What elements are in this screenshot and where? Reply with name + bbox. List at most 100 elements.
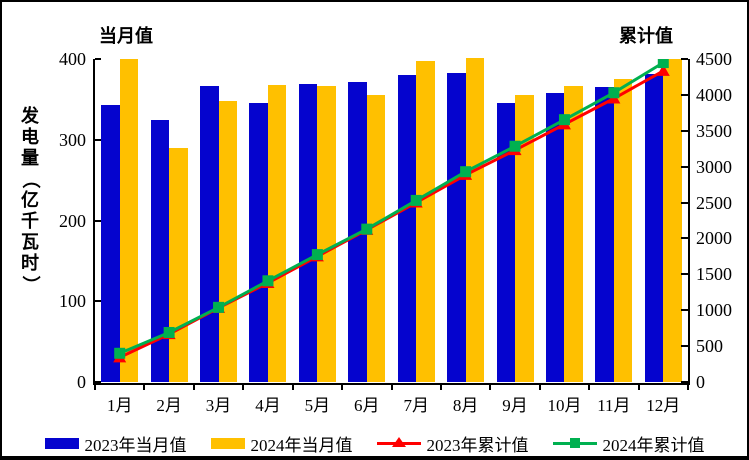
- bar-2023年当月值-10月: [545, 92, 565, 382]
- x-axis-label-1月: 1月: [106, 396, 133, 415]
- bar-2024年当月值-7月: [416, 60, 435, 382]
- left-axis-tick-label: 400: [59, 49, 86, 69]
- square-marker-2024年累计值-11月: [608, 87, 620, 99]
- right-axis-tick-label: 3500: [696, 120, 732, 141]
- square-marker-2024年累计值-12月: [657, 59, 669, 69]
- right-axis-tick: [681, 309, 688, 312]
- bar-2024年当月值-6月: [366, 94, 386, 382]
- y-axis-label: 发电量（亿千瓦时）: [20, 106, 41, 294]
- x-axis-tick: [242, 385, 245, 390]
- right-axis-tick: [681, 237, 688, 240]
- bar-2023年当月值-1月: [101, 105, 120, 382]
- legend-label-2024-monthly: 2024年当月值: [250, 436, 353, 455]
- legend-item-2023-monthly: 2023年当月值: [44, 431, 187, 456]
- right-axis-tick: [681, 129, 688, 132]
- legend-item-2024-monthly: 2024年当月值: [210, 431, 353, 456]
- bar-2023年当月值-7月: [397, 75, 417, 382]
- left-axis-tick-label: 100: [59, 291, 86, 312]
- legend-swatch-2023-monthly: [44, 438, 79, 449]
- right-axis-tick: [681, 345, 688, 348]
- bar-2024年当月值-1月: [119, 59, 139, 382]
- bar-2024年当月值-11月: [613, 79, 633, 382]
- bar-2023年当月值-4月: [249, 102, 268, 382]
- bar-2024年当月值-8月: [465, 58, 485, 382]
- right-axis-tick-label: 1500: [696, 264, 732, 285]
- right-axis-tick: [681, 381, 688, 383]
- left-axis-tick-label: 300: [59, 129, 86, 150]
- x-axis-label-2月: 2月: [156, 396, 182, 415]
- legend-swatch-2024-monthly: [210, 438, 245, 449]
- square-marker-2024年累计值-5月: [311, 249, 323, 261]
- legend-label-2024-cumulative: 2024年累计值: [602, 436, 705, 455]
- right-axis-tick-label: 500: [696, 336, 723, 357]
- x-axis-tick: [390, 385, 393, 390]
- bar-2024年当月值-5月: [317, 86, 336, 382]
- square-marker-2024年累计值-2月: [163, 326, 175, 338]
- left-axis-tick: [95, 381, 101, 383]
- x-axis-tick: [291, 385, 294, 390]
- triangle-marker-icon: [391, 437, 406, 447]
- x-axis-tick: [341, 385, 344, 390]
- bar-2024年当月值-12月: [663, 59, 682, 382]
- x-axis-tick: [588, 385, 591, 390]
- line-2024年累计值: [119, 61, 665, 355]
- bar-2024年当月值-2月: [169, 147, 188, 382]
- right-axis-tick-label: 1000: [696, 300, 732, 321]
- legend: 2023年当月值 2024年当月值 2023年累计值 2024年累计值: [2, 431, 747, 456]
- legend-item-2023-cumulative: 2023年累计值: [376, 431, 529, 456]
- right-axis-tick-label: 2000: [696, 228, 732, 249]
- right-axis-tick: [681, 165, 688, 168]
- left-axis-tick: [95, 219, 101, 222]
- bar-2023年当月值-12月: [644, 73, 664, 382]
- x-axis-tick: [637, 385, 640, 390]
- left-axis-title: 当月值: [99, 26, 153, 46]
- left-axis-tick: [95, 138, 101, 141]
- plot-inner: [95, 58, 688, 382]
- bar-2024年当月值-4月: [267, 84, 287, 382]
- triangle-marker-2023年累计值-12月: [656, 64, 670, 76]
- x-axis-tick: [192, 385, 195, 390]
- legend-item-2024-cumulative: 2024年累计值: [552, 431, 705, 456]
- right-axis-tick-label: 3000: [696, 156, 732, 177]
- square-marker-2024年累计值-9月: [509, 140, 521, 152]
- right-axis-tick-label: 2500: [696, 192, 732, 213]
- square-marker-2024年累计值-10月: [558, 114, 570, 126]
- right-axis-tick: [681, 58, 688, 60]
- cumulative-lines-layer: [113, 59, 670, 363]
- square-marker-2024年累计值-6月: [361, 223, 373, 235]
- left-axis-tick-label: 200: [59, 210, 86, 231]
- square-marker-2024年累计值-3月: [213, 301, 225, 313]
- x-axis-label-3月: 3月: [205, 396, 232, 415]
- left-axis-tick: [95, 300, 101, 303]
- x-axis-label-5月: 5月: [304, 396, 331, 415]
- x-axis-tick: [538, 385, 541, 390]
- bar-2023年当月值-8月: [447, 72, 466, 382]
- x-axis-label-7月: 7月: [403, 396, 429, 415]
- right-axis-tick-label: 4000: [696, 84, 732, 105]
- square-marker-2024年累计值-8月: [460, 166, 472, 178]
- x-axis-tick: [687, 385, 689, 390]
- right-axis-title: 累计值: [619, 26, 673, 46]
- bar-2024年当月值-9月: [515, 95, 534, 382]
- bar-2024年当月值-10月: [564, 85, 583, 382]
- x-axis-label-4月: 4月: [255, 396, 281, 415]
- right-axis-tick: [681, 201, 688, 204]
- x-axis-label-12月: 12月: [646, 396, 681, 415]
- x-axis-tick: [489, 385, 492, 390]
- legend-label-2023-monthly: 2023年当月值: [84, 436, 187, 455]
- plot-area: [93, 58, 690, 385]
- left-axis-tick: [95, 58, 101, 60]
- square-marker-icon: [569, 438, 580, 448]
- x-axis-label-11月: 11月: [597, 396, 631, 415]
- legend-line-marker-2023-icon: [376, 437, 421, 450]
- right-axis-tick: [681, 273, 688, 276]
- x-axis-tick: [143, 385, 146, 390]
- right-axis-tick: [681, 93, 688, 96]
- bar-2023年当月值-9月: [496, 103, 516, 382]
- right-axis-tick-label: 4500: [696, 49, 732, 69]
- x-axis-tick: [439, 385, 442, 390]
- bar-2023年当月值-2月: [150, 120, 170, 382]
- right-axis-tick-label: 0: [696, 372, 705, 392]
- square-marker-2024年累计值-7月: [410, 194, 422, 206]
